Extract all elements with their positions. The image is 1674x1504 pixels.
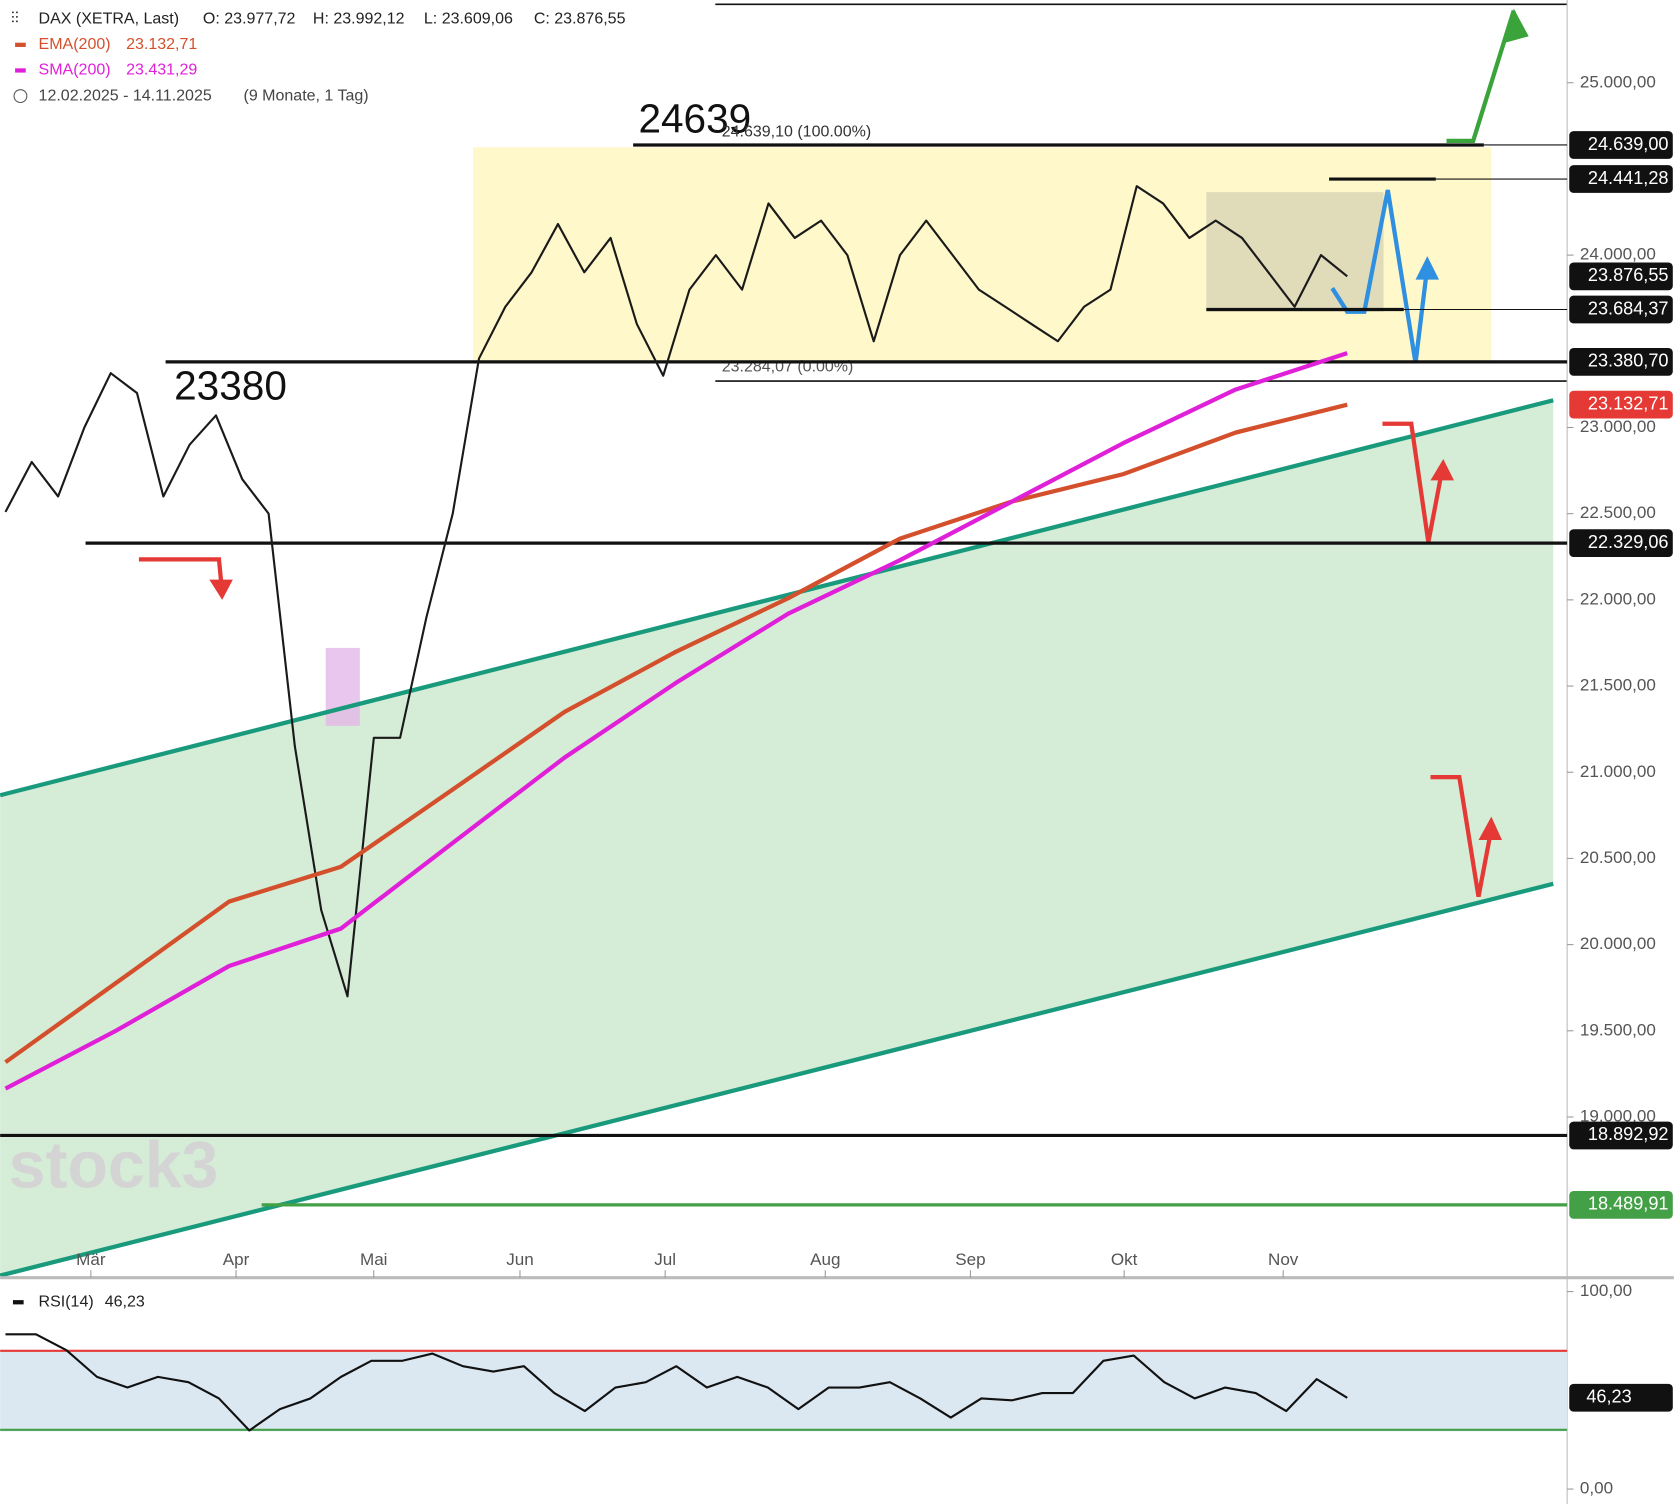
x-tick-label: Sep: [955, 1250, 985, 1269]
price-label: 23.876,55: [1588, 265, 1669, 285]
price-label: 24.441,28: [1588, 168, 1669, 188]
legend-value: 23.132,71: [126, 36, 197, 53]
channel-fill: [0, 400, 1554, 1276]
legend-name: SMA(200): [39, 62, 111, 79]
price-label: 23.684,37: [1588, 298, 1669, 318]
legend-swatch: [15, 42, 26, 47]
arrow-head: [1478, 816, 1503, 841]
legend-value: 23.431,29: [126, 62, 197, 79]
price-label-box: [1569, 262, 1673, 291]
y-tick-label: 25.000,00: [1580, 72, 1656, 91]
clock-icon: [13, 89, 28, 104]
ohlc-open: O: 23.977,72: [203, 10, 296, 27]
arrow-up: [1446, 10, 1516, 144]
y-tick-label: 22.500,00: [1580, 503, 1656, 522]
legend-swatch: [15, 68, 26, 73]
arrow-down-up: [1430, 774, 1493, 898]
rsi-title: RSI(14): [39, 1293, 94, 1310]
price-line: [5, 1333, 1348, 1432]
arrow-head: [209, 579, 233, 600]
legend-swatch: [12, 1300, 24, 1305]
rsi-label-box: [1569, 1383, 1673, 1412]
scenario-path: [1330, 189, 1430, 364]
arrow-head: [1415, 256, 1440, 280]
chart-title: DAX (XETRA, Last): [39, 10, 179, 27]
x-tick-label: Jul: [654, 1250, 676, 1269]
x-tick-label: Mai: [360, 1250, 388, 1269]
price-label-box: [1569, 1121, 1673, 1150]
price-label: 18.892,92: [1588, 1124, 1669, 1144]
watermark: stock3: [9, 1128, 219, 1202]
x-tick-label: Aug: [810, 1250, 840, 1269]
x-tick-label: Nov: [1268, 1250, 1299, 1269]
price-line: [4, 185, 1348, 998]
y-tick-label: 23.000,00: [1580, 417, 1656, 436]
price-label: 24.639,00: [1588, 134, 1669, 154]
channel-lower: [0, 881, 1554, 1278]
channel-upper: [0, 398, 1554, 798]
price-label-box: [1569, 131, 1673, 159]
y-tick-label: 21.000,00: [1580, 762, 1656, 781]
arrow-down-up: [1382, 421, 1444, 543]
indicator-line: [4, 351, 1348, 1091]
ohlc-low: L: 23.609,06: [424, 10, 513, 27]
y-tick-label: 19.000,00: [1580, 1107, 1656, 1126]
annotation: 23380: [174, 362, 287, 408]
x-tick-label: Mär: [76, 1250, 106, 1269]
gap-zone: [325, 647, 360, 726]
annotation: 24639: [638, 95, 751, 141]
y-tick-label: 19.500,00: [1580, 1020, 1656, 1039]
icon: ⫶⫶: [11, 10, 19, 27]
consolidation-zone: [1206, 192, 1384, 312]
price-label-box: [1569, 165, 1673, 193]
y-tick-label: 100,00: [1580, 1281, 1632, 1300]
x-tick-label: Okt: [1111, 1250, 1138, 1269]
arrow-head: [1430, 458, 1454, 481]
y-tick-label: 24.000,00: [1580, 245, 1656, 264]
arrow-head: [1505, 8, 1529, 43]
price-label: 22.329,06: [1588, 532, 1669, 552]
y-tick-label: 0,00: [1580, 1479, 1613, 1498]
rsi-value: 46,23: [105, 1293, 145, 1310]
ohlc-close: C: 23.876,55: [534, 10, 626, 27]
y-tick-label: 20.000,00: [1580, 934, 1656, 953]
rsi-band: [0, 1351, 1568, 1432]
price-label: 23.132,71: [1588, 393, 1669, 413]
arrow-down: [138, 557, 225, 593]
indicator-line: [4, 402, 1348, 1064]
price-label: 23.380,70: [1588, 351, 1669, 371]
price-label-box: [1569, 295, 1673, 324]
x-tick-label: Jun: [506, 1250, 534, 1269]
ohlc-high: H: 23.992,12: [313, 10, 405, 27]
price-label-box: [1569, 347, 1673, 376]
price-label-box: [1569, 390, 1673, 419]
price-label: 18.489,91: [1588, 1194, 1669, 1214]
legend-name: EMA(200): [39, 36, 111, 53]
date-span: (9 Monate, 1 Tag): [244, 87, 369, 104]
y-tick-label: 22.000,00: [1580, 589, 1656, 608]
y-tick-label: 21.500,00: [1580, 676, 1656, 695]
rsi-label: 46,23: [1586, 1387, 1631, 1407]
date-range: 12.02.2025 - 14.11.2025: [39, 87, 212, 104]
price-label-box: [1569, 529, 1673, 558]
x-tick-label: Apr: [223, 1250, 250, 1269]
y-tick-label: 20.500,00: [1580, 848, 1656, 867]
price-label-box: [1569, 1191, 1673, 1219]
fib-label: 24.639,10 (100.00%): [722, 124, 871, 141]
